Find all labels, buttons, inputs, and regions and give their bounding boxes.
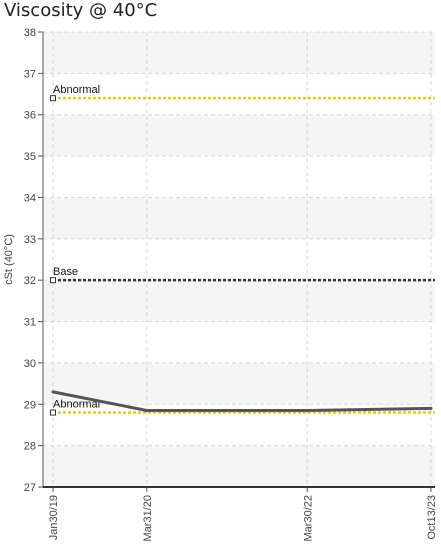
y-axis-label: cSt (40°C): [3, 234, 15, 285]
y-tick-label: 30: [24, 358, 36, 370]
y-tick-label: 27: [24, 482, 36, 494]
grid-band: [43, 362, 435, 405]
y-tick-label: 28: [24, 441, 36, 453]
x-tick-label: Jan30/19: [48, 495, 60, 540]
chart-title: Viscosity @ 40°C: [4, 0, 158, 21]
grid-lines: [43, 31, 435, 488]
y-tick-label: 29: [24, 399, 36, 411]
grid-band: [43, 280, 435, 322]
series-line: [52, 390, 432, 412]
series-point: [305, 408, 309, 412]
y-tick-label: 35: [24, 151, 36, 163]
data-series: [51, 390, 433, 412]
reference-marker: [50, 95, 56, 102]
grid-band: [43, 32, 435, 74]
y-tick-label: 31: [24, 317, 36, 329]
series-point: [145, 408, 149, 412]
x-tick-label: Mar30/22: [302, 495, 314, 541]
axes: [38, 31, 435, 492]
reference-label: Abnormal: [53, 399, 100, 411]
y-tick-label: 32: [24, 275, 36, 287]
y-tick-label: 33: [24, 234, 36, 246]
reference-label: Abnormal: [53, 84, 100, 96]
y-tick-label: 34: [24, 192, 36, 204]
y-tick-label: 38: [24, 27, 36, 39]
grid-band: [43, 114, 435, 157]
background-bands: [43, 32, 435, 487]
reference-marker: [50, 409, 56, 416]
series-point: [429, 406, 433, 410]
series-point: [51, 390, 55, 394]
grid-band: [43, 445, 435, 487]
y-tick-label: 37: [24, 68, 36, 80]
reference-label: Base: [53, 266, 78, 278]
grid-band: [43, 197, 435, 239]
reference-marker: [50, 277, 56, 284]
tick-labels: 27 28 29 30 31 32 33 34 35 36 37 38 Jan30/19 Mar31/20…: [3, 27, 438, 541]
reference-lines: Abnormal Base Abnormal: [50, 84, 435, 416]
x-tick-label: Mar31/20: [142, 495, 154, 541]
x-tick-label: Oct13/23: [426, 495, 438, 540]
y-tick-label: 36: [24, 110, 36, 122]
